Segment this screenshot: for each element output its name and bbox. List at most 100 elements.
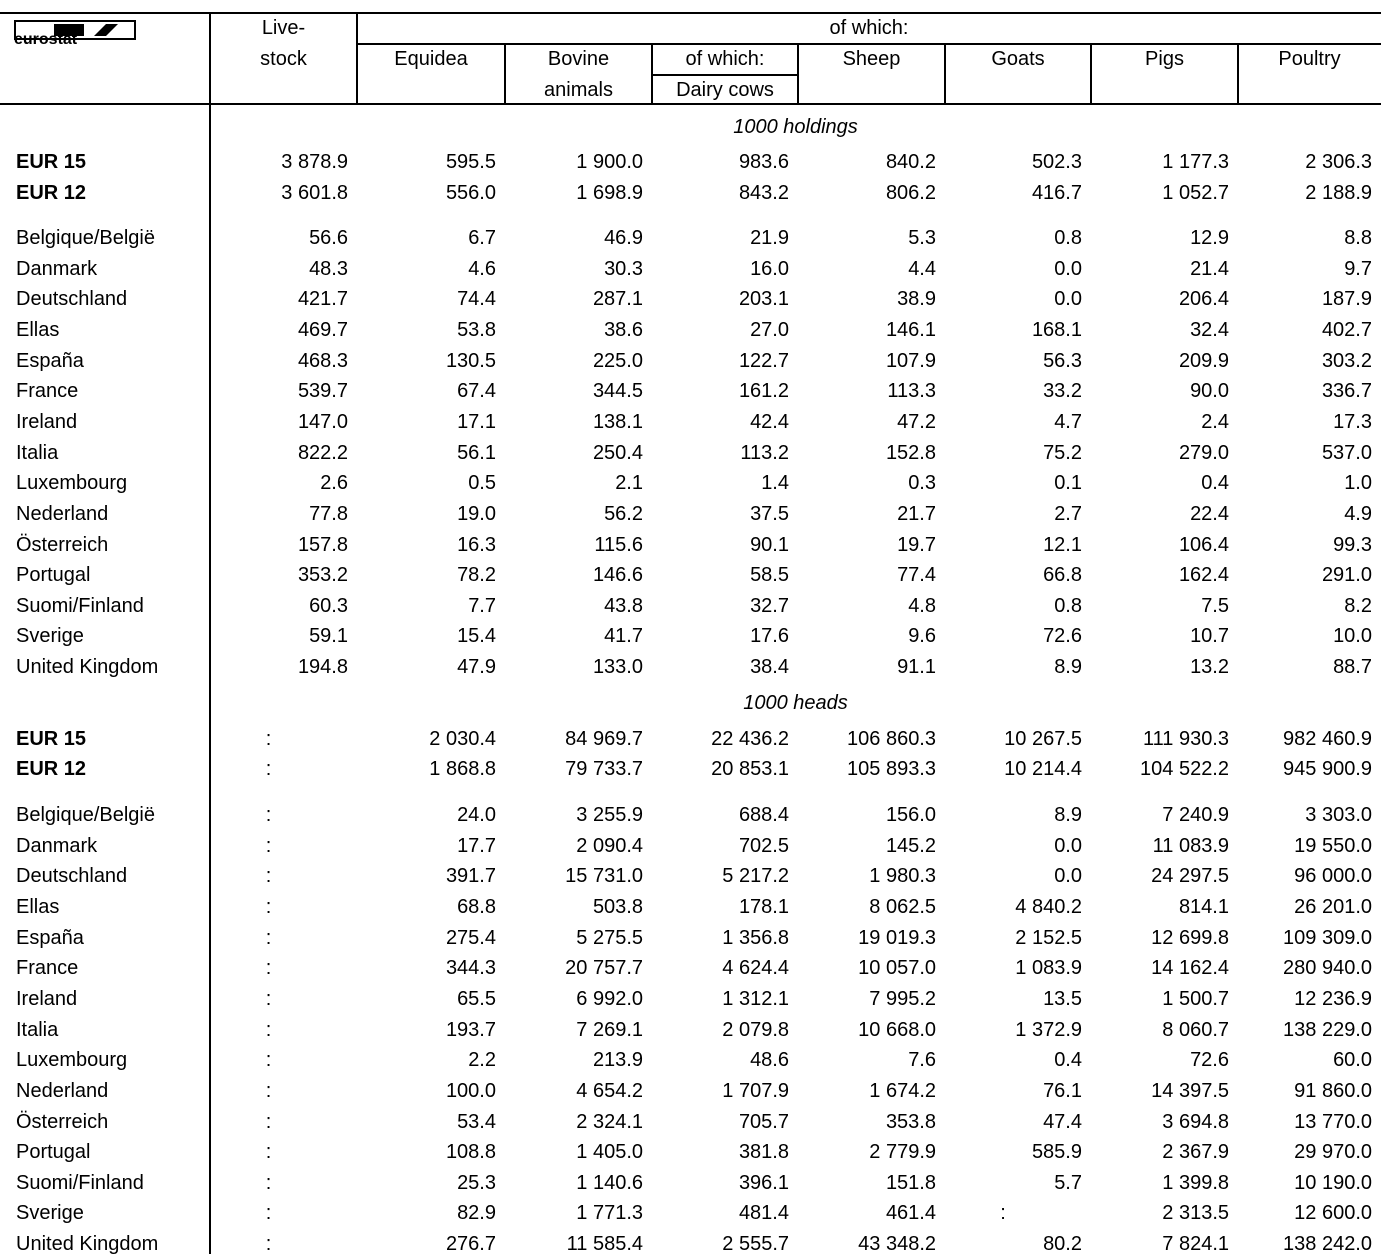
cell: 108.8 xyxy=(445,1141,496,1164)
cell: 539.7 xyxy=(297,380,348,403)
cell: 7 240.9 xyxy=(1162,804,1229,826)
cell: : xyxy=(265,1171,272,1194)
row-label: Sverige xyxy=(16,1202,84,1225)
cell: 469.7 xyxy=(297,318,348,341)
row-label: Belgique/België xyxy=(16,804,155,826)
rule xyxy=(651,44,653,104)
cell: 3 303.0 xyxy=(1305,804,1372,826)
cell: 6.7 xyxy=(468,227,496,249)
row-label: Sverige xyxy=(16,625,84,648)
cell: 88.7 xyxy=(1333,656,1372,679)
cell: 279.0 xyxy=(1178,441,1229,464)
cell: 48.6 xyxy=(750,1049,789,1072)
rule xyxy=(652,74,798,76)
cell: 250.4 xyxy=(592,441,643,464)
cell: 59.1 xyxy=(309,625,348,648)
cell: 8.8 xyxy=(1344,227,1372,249)
cell: 76.1 xyxy=(1043,1079,1082,1102)
column-header: of which: xyxy=(829,17,909,39)
cell: 38.9 xyxy=(897,288,936,311)
cell: 15.4 xyxy=(457,625,496,648)
cell: 66.8 xyxy=(1043,564,1082,587)
cell: 5.7 xyxy=(1054,1171,1082,1194)
row-label: Italia xyxy=(16,441,59,464)
cell: 3 694.8 xyxy=(1162,1110,1229,1133)
cell: 82.9 xyxy=(457,1202,496,1225)
row-label: Nederland xyxy=(16,1079,109,1102)
cell: 4.7 xyxy=(1054,410,1082,433)
section-label: 1000 holdings xyxy=(733,116,858,138)
cell: 41.7 xyxy=(604,625,643,648)
cell: 502.3 xyxy=(1031,151,1082,173)
cell: 11 083.9 xyxy=(1152,834,1229,857)
cell: 10 668.0 xyxy=(858,1018,936,1041)
row-label: Deutschland xyxy=(16,288,128,311)
cell: 32.4 xyxy=(1190,318,1229,341)
cell: 24 297.5 xyxy=(1151,865,1229,888)
cell: 0.5 xyxy=(468,472,496,495)
row-label: Suomi/Finland xyxy=(16,1171,144,1194)
cell: 595.5 xyxy=(445,151,496,173)
cell: 556.0 xyxy=(445,182,496,204)
row-label: Portugal xyxy=(16,564,91,587)
cell: 22 436.2 xyxy=(711,728,789,750)
cell: 193.7 xyxy=(445,1018,496,1041)
cell: 416.7 xyxy=(1031,182,1082,204)
cell: 1 312.1 xyxy=(722,987,789,1010)
cell: 21.4 xyxy=(1190,257,1229,280)
cell: 67.4 xyxy=(457,380,496,403)
cell: 157.8 xyxy=(297,533,348,556)
row-label: Italia xyxy=(16,1018,59,1041)
cell: 702.5 xyxy=(738,834,789,857)
cell: 130.5 xyxy=(445,349,496,372)
cell: 14 397.5 xyxy=(1151,1079,1229,1102)
cell: 2 152.5 xyxy=(1015,926,1082,949)
cell: 209.9 xyxy=(1178,349,1229,372)
rule xyxy=(1090,44,1092,104)
cell: 29 970.0 xyxy=(1294,1141,1372,1164)
cell: 10 267.5 xyxy=(1004,728,1082,750)
row-label: Ireland xyxy=(16,410,78,433)
row-label: Ellas xyxy=(16,318,60,341)
cell: 178.1 xyxy=(738,895,789,918)
cell: : xyxy=(1000,1202,1006,1225)
cell: 20 757.7 xyxy=(565,957,643,980)
cell: : xyxy=(265,1110,272,1133)
cell: 16.0 xyxy=(750,257,789,280)
cell: 38.4 xyxy=(750,656,789,679)
cell: 585.9 xyxy=(1031,1141,1082,1164)
row-label: United Kingdom xyxy=(16,656,159,679)
cell: 503.8 xyxy=(592,895,643,918)
cell: 280 940.0 xyxy=(1283,957,1372,980)
cell: 106.4 xyxy=(1178,533,1229,556)
cell: 4.9 xyxy=(1344,502,1372,525)
cell: 4 654.2 xyxy=(576,1079,643,1102)
cell: 21.9 xyxy=(750,227,789,249)
cell: 105 893.3 xyxy=(847,758,936,780)
cell: 147.0 xyxy=(297,410,348,433)
cell: 187.9 xyxy=(1321,288,1372,311)
column-header: Bovine xyxy=(547,48,610,70)
cell: 705.7 xyxy=(738,1110,789,1133)
cell: 2.7 xyxy=(1054,502,1082,525)
cell: 96 000.0 xyxy=(1294,865,1372,888)
cell: : xyxy=(265,758,272,780)
cell: 47.2 xyxy=(897,410,936,433)
row-label: France xyxy=(16,380,79,403)
rule xyxy=(356,13,358,104)
cell: 33.2 xyxy=(1043,380,1082,403)
row-label: Luxembourg xyxy=(16,472,128,495)
cell: 90.1 xyxy=(750,533,789,556)
cell: 48.3 xyxy=(309,257,348,280)
cell: 2 324.1 xyxy=(576,1110,643,1133)
row-label: France xyxy=(16,957,79,980)
cell: 0.0 xyxy=(1054,288,1082,311)
cell: 7.7 xyxy=(468,594,496,617)
cell: 90.0 xyxy=(1190,380,1229,403)
row-label: EUR 12 xyxy=(16,182,87,204)
cell: 146.6 xyxy=(592,564,643,587)
cell: 0.4 xyxy=(1054,1049,1082,1072)
cell: 945 900.9 xyxy=(1283,758,1372,780)
cell: 1 177.3 xyxy=(1162,151,1229,173)
